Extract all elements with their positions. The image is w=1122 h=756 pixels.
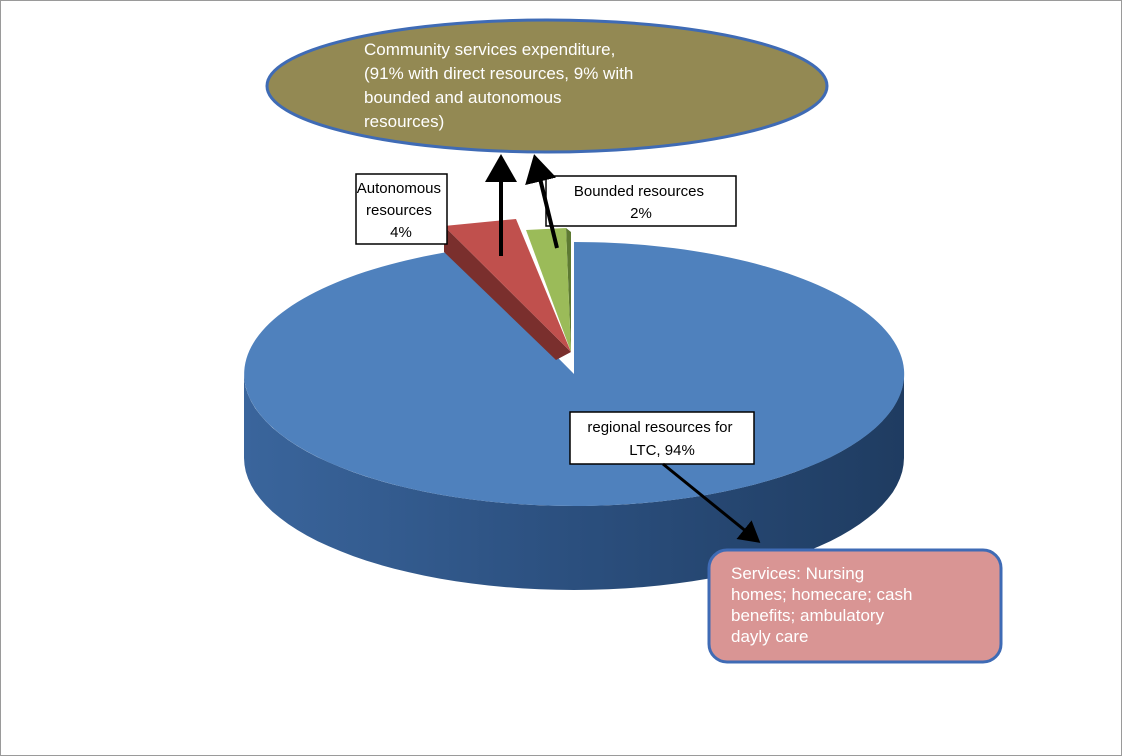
pie-slice-regional xyxy=(244,241,905,507)
community-callout: Community services expenditure, (91% wit… xyxy=(265,18,829,154)
svg-text:Bounded resources 2%: Bounded resources 2% xyxy=(574,183,708,222)
pie-slice-bounded xyxy=(526,228,571,352)
autonomous-label: Autonomous resources 4% xyxy=(355,173,448,245)
pie-slice-autonomous xyxy=(444,219,571,352)
community-text: Community services expenditure, (91% wit… xyxy=(364,40,638,131)
bounded-label: Bounded resources 2% xyxy=(545,175,737,227)
svg-text:Autonomous resources: Autonomous resources 4% xyxy=(357,180,445,241)
regional-label: regional resources for LTC, 94% xyxy=(569,411,755,465)
svg-text:regional resources for L: regional resources for LTC, 94% xyxy=(587,419,736,459)
pie-slice-autonomous-side xyxy=(444,226,571,360)
svg-text:Services: Nursing homes;: Services: Nursing homes; homecare; cash … xyxy=(731,564,917,646)
community-ellipse xyxy=(265,18,829,154)
arrow-bounded xyxy=(525,154,559,249)
arrow-services xyxy=(662,462,761,543)
services-callout: Services: Nursing homes; homecare; cash … xyxy=(707,548,1003,664)
